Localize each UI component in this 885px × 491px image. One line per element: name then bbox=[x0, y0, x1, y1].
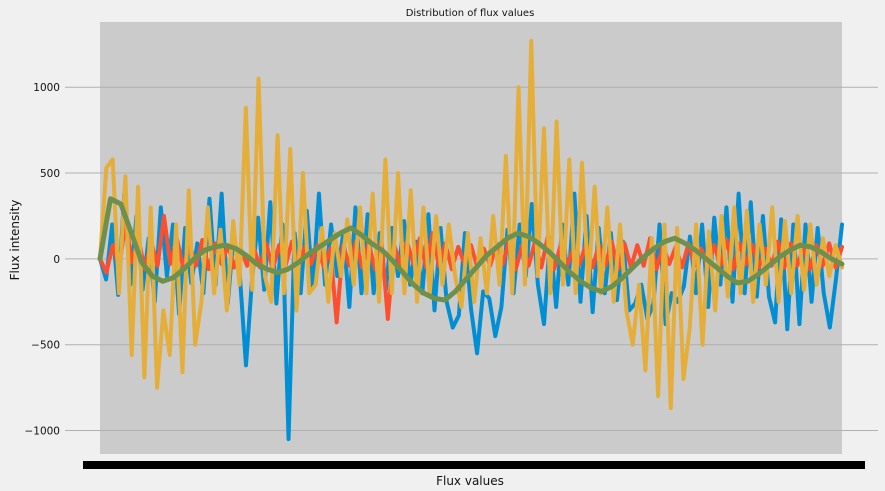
x-tick-label-band bbox=[83, 461, 865, 469]
series-line-2 bbox=[98, 38, 844, 411]
series-line-3 bbox=[97, 196, 845, 303]
series-group bbox=[97, 38, 845, 442]
y-tick-label-4: −1000 bbox=[24, 426, 60, 438]
y-tick-label-0: 1000 bbox=[33, 82, 60, 94]
y-tick-label-2: 0 bbox=[53, 254, 60, 266]
y-tick-label-1: 500 bbox=[40, 168, 60, 180]
x-axis-label: Flux values bbox=[436, 474, 504, 488]
chart-title: Distribution of flux values bbox=[406, 8, 535, 19]
y-tick-label-3: −500 bbox=[31, 340, 60, 352]
x-tick-marks bbox=[83, 461, 865, 469]
y-tick-labels: 1000 500 0 −500 −1000 bbox=[24, 82, 60, 437]
y-axis-label: Flux intensity bbox=[8, 200, 22, 281]
